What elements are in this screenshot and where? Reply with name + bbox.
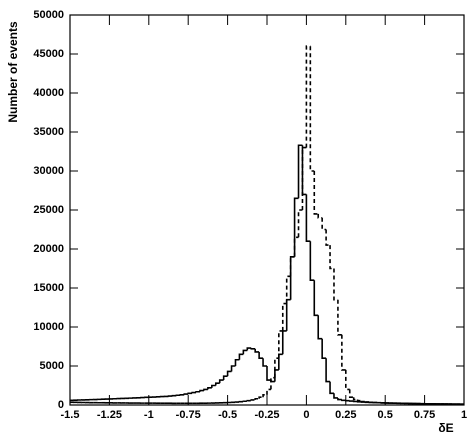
- histogram-bin: [263, 358, 267, 366]
- histogram-bin: [338, 398, 342, 400]
- histogram-bin: [334, 269, 338, 300]
- histogram-bin: [204, 389, 208, 390]
- plot-frame: [70, 15, 464, 405]
- y-axis-title: Number of events: [6, 21, 20, 123]
- histogram-bin: [330, 245, 334, 268]
- histogram-bin: [326, 358, 330, 381]
- x-tick-label: -1.25: [97, 409, 122, 421]
- x-tick-label: 0.75: [414, 409, 435, 421]
- histogram-bin: [342, 400, 346, 401]
- histogram-bin: [184, 394, 188, 395]
- histogram-bin: [251, 348, 255, 349]
- histogram-bin: [334, 393, 338, 398]
- x-tick-label: -0.5: [218, 409, 237, 421]
- histogram-bin: [295, 237, 299, 256]
- x-tick-label: -1.5: [61, 409, 80, 421]
- x-tick-label: -0.25: [254, 409, 279, 421]
- histogram-bin: [306, 194, 310, 241]
- histogram-bin: [358, 400, 362, 401]
- y-tick-label: 20000: [33, 243, 64, 255]
- histogram-bin: [318, 315, 322, 338]
- histogram-bin: [291, 257, 295, 277]
- histogram-bin: [235, 360, 239, 366]
- x-tick-label: -0.75: [176, 409, 201, 421]
- histogram-bin: [322, 339, 326, 359]
- y-tick-label: 35000: [33, 126, 64, 138]
- y-tick-label: 25000: [33, 204, 64, 216]
- histogram-bin: [208, 388, 212, 390]
- histogram-bin: [224, 376, 228, 380]
- histogram-bin: [251, 400, 255, 401]
- histogram-bin: [291, 257, 295, 300]
- histogram-bin: [220, 380, 224, 383]
- histogram-bin: [318, 214, 322, 218]
- histogram-bin: [342, 335, 346, 370]
- x-tick-label: -1: [144, 409, 154, 421]
- histogram-bin: [267, 389, 271, 394]
- y-tick-label: 15000: [33, 282, 64, 294]
- histogram-bin: [247, 401, 251, 402]
- x-tick-label: 0.5: [378, 409, 393, 421]
- histogram-bin: [354, 397, 358, 399]
- histogram-bin: [228, 371, 232, 376]
- x-tick-label: 0: [303, 409, 309, 421]
- y-tick-label: 40000: [33, 87, 64, 99]
- histogram-bin: [216, 383, 220, 385]
- y-tick-label: 30000: [33, 165, 64, 177]
- histogram-bin: [314, 171, 318, 214]
- histogram-bin: [196, 392, 200, 393]
- histogram-bin: [287, 300, 291, 331]
- histogram-bin: [259, 352, 263, 358]
- histogram-bin: [192, 393, 196, 394]
- histogram-bin: [310, 241, 314, 280]
- histogram-bin: [314, 280, 318, 315]
- histogram-bin: [326, 230, 330, 246]
- histogram-bin: [200, 391, 204, 392]
- y-tick-label: 50000: [33, 9, 64, 21]
- y-tick-label: 5000: [40, 360, 64, 372]
- x-tick-label: 0.25: [335, 409, 356, 421]
- histogram-bin: [188, 393, 192, 394]
- y-tick-label: 45000: [33, 48, 64, 60]
- histogram-bin: [243, 350, 247, 354]
- histogram-bin: [330, 382, 334, 394]
- histogram-bin: [299, 210, 303, 237]
- histogram-bin: [255, 399, 259, 400]
- histogram-bin: [239, 354, 243, 359]
- histogram-bin: [259, 397, 263, 399]
- histogram-bin: [283, 331, 287, 354]
- histogram-bin: [350, 389, 354, 397]
- histogram-bin: [212, 386, 216, 388]
- x-tick-label: 1: [461, 409, 467, 421]
- x-axis-title: δE: [438, 421, 453, 435]
- histogram-bin: [255, 349, 259, 352]
- histogram-bin: [263, 395, 267, 397]
- histogram-bin: [310, 46, 314, 171]
- histogram-bin: [322, 218, 326, 230]
- y-tick-label: 10000: [33, 321, 64, 333]
- histogram-bin: [232, 366, 236, 371]
- histogram-bin: [338, 300, 342, 335]
- histogram-bin: [267, 366, 271, 380]
- histogram-bin: [346, 370, 350, 390]
